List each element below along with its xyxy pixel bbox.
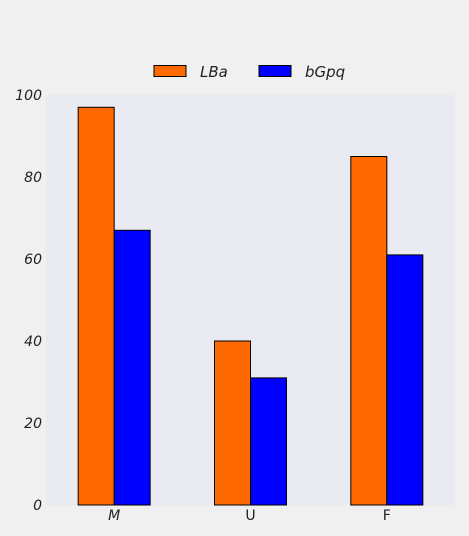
x-tick-label: M [108,508,120,524]
bar-LBa-F [350,156,388,506]
bar-bGpq-F [386,254,424,506]
legend-swatch-LBa [153,65,187,77]
legend: LBa bGpq [153,63,345,81]
legend-label: LBa [200,63,228,81]
y-tick-label: 80 [24,170,42,186]
legend-swatch-bGpq [258,65,292,77]
y-tick-label: 0 [33,498,42,514]
y-axis: 0 20 40 60 80 100 [15,88,42,514]
bar-bGpq-U [250,377,287,506]
bars [77,106,424,506]
y-tick-label: 20 [24,416,42,432]
bar-LBa-M [77,106,115,506]
y-tick-label: 40 [24,334,42,350]
x-tick-label: F [383,508,391,524]
bar-bGpq-M [113,229,151,506]
bar-LBa-U [214,340,251,506]
y-tick-label: 60 [24,252,42,268]
legend-label: bGpq [305,63,345,81]
x-tick-label: U [245,508,255,524]
y-tick-label: 100 [15,88,42,104]
